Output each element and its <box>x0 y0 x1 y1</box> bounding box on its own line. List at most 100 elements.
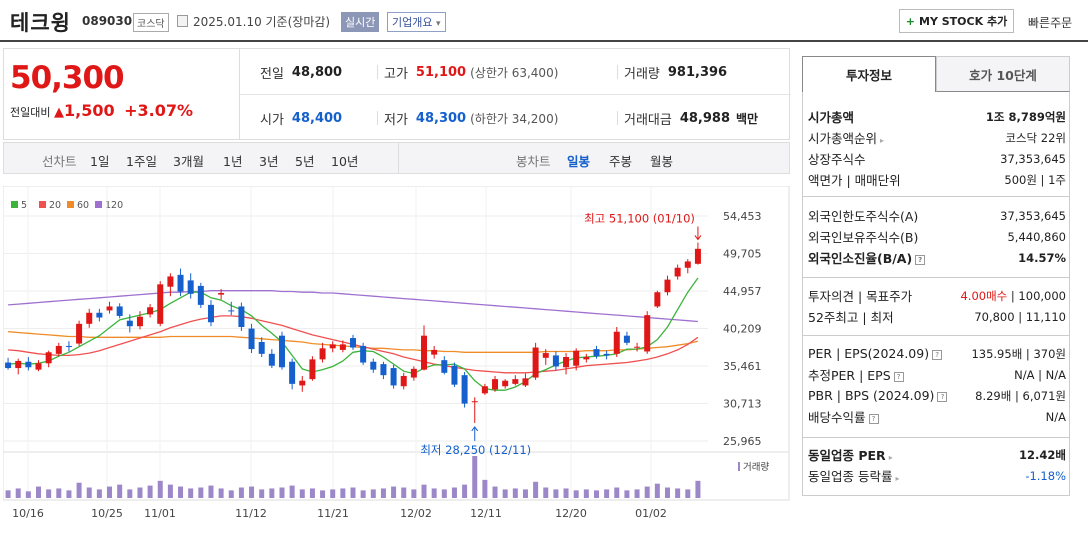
candle-body <box>5 362 12 369</box>
candle-body <box>674 267 681 277</box>
lower-limit: (하한가 34,200) <box>470 111 559 126</box>
info-row: 동일업종 PER ▸ 12.42배 <box>808 444 1066 465</box>
candle-body <box>431 349 438 355</box>
candle-body <box>451 365 458 385</box>
volume-bar <box>492 486 498 498</box>
change-value: 1,500 <box>63 101 115 120</box>
volume-bar <box>583 489 589 498</box>
candle-monthly[interactable]: 월봉 <box>650 154 674 169</box>
candle-body <box>218 293 225 295</box>
volume-bar <box>127 489 133 498</box>
price-chart-svg: 5 20 60 120 54,453 49,705 44,957 40,209 35,461 30… <box>2 185 790 520</box>
info-value: 14.57% <box>1018 250 1066 265</box>
info-section-s1: 시가총액 1조 8,789억원 시가총액순위 ▸ 코스닥 22위 상장주식수 37,353,… <box>808 106 1066 190</box>
high-value: 51,100 <box>415 64 467 80</box>
base-date: 2025.01.10 기준(장마감) <box>193 15 331 29</box>
help-icon[interactable]: ? <box>937 391 948 402</box>
candle-body <box>603 353 610 356</box>
candle-body <box>694 248 701 264</box>
low-annotation: 최저 28,250 (12/11) <box>420 443 531 457</box>
info-value: 8.29배 | 6,071원 <box>975 388 1066 403</box>
open-value: 48,400 <box>291 110 343 126</box>
volume-bar <box>462 484 468 498</box>
candle-body <box>400 375 407 387</box>
candle-body <box>350 338 356 348</box>
chevron-right-icon[interactable]: ▸ <box>880 136 885 145</box>
candle-body <box>289 361 296 384</box>
info-value: 4.00매수 | 100,000 <box>960 288 1066 304</box>
tab-order-book[interactable]: 호가 10단계 <box>936 56 1070 92</box>
section-divider <box>802 335 1070 336</box>
legend-label-20: 20 <box>49 200 61 211</box>
volume-bar <box>482 479 488 498</box>
candle-body <box>147 307 154 315</box>
tab-investment-info[interactable]: 투자정보 <box>802 56 936 92</box>
info-row: 외국인보유주식수(B) 5,440,860 <box>808 226 1066 247</box>
candle-body <box>65 345 72 347</box>
info-row: 시가총액 1조 8,789억원 <box>808 106 1066 127</box>
volume-bar <box>391 486 397 498</box>
volume-bar <box>218 488 224 498</box>
help-icon[interactable]: ? <box>893 371 904 382</box>
document-icon[interactable] <box>177 15 188 27</box>
info-key: 시가총액순위 <box>808 131 878 146</box>
y-tick-label: 25,965 <box>723 435 762 448</box>
my-stock-add-button[interactable]: + MY STOCK 추가 <box>899 9 1014 33</box>
volume-bar <box>66 490 72 498</box>
legend-label-60: 60 <box>77 200 89 211</box>
stock-code: 089030 <box>82 14 133 28</box>
info-value: 70,800 | 11,110 <box>974 309 1066 324</box>
candle-body <box>644 315 651 352</box>
candle-body <box>563 357 570 368</box>
company-overview-dropdown[interactable]: 기업개요 ▾ <box>387 12 446 32</box>
info-row: PER | EPS(2024.09)? 135.95배 | 370원 <box>808 343 1066 364</box>
info-row: 동일업종 등락률 ▸ -1.18% <box>808 465 1066 486</box>
volume-bar <box>15 488 21 498</box>
volume-bar <box>259 489 265 498</box>
period-1d[interactable]: 1일 <box>90 154 110 169</box>
fast-order-link[interactable]: 빠른주문 <box>1028 16 1073 30</box>
candle-body <box>116 306 123 316</box>
candle-body <box>613 331 620 354</box>
legend-swatch-20 <box>39 201 46 208</box>
volume-bar <box>330 489 336 498</box>
volume-bar <box>593 490 599 498</box>
realtime-button[interactable]: 실시간 <box>341 12 380 32</box>
volume-bar <box>411 489 417 498</box>
x-tick-label: 10/25 <box>91 507 123 520</box>
info-row: 투자의견 | 목표주가 4.00매수 | 100,000 <box>808 285 1066 306</box>
volume-bar <box>147 485 153 498</box>
help-icon[interactable]: ? <box>932 349 943 360</box>
volume-bar <box>685 489 691 498</box>
info-value: 12.42배 <box>1019 447 1066 462</box>
period-3y[interactable]: 3년 <box>259 154 279 169</box>
info-value: 37,353,645 <box>1000 151 1066 166</box>
my-stock-add-label: MY STOCK 추가 <box>919 15 1008 28</box>
candle-body <box>86 312 93 324</box>
volume-legend-swatch <box>738 462 740 471</box>
volume-bar <box>117 484 123 498</box>
x-tick-label: 01/02 <box>635 507 667 520</box>
volume-bar <box>543 487 549 498</box>
candle-weekly[interactable]: 주봉 <box>609 154 633 169</box>
candle-body <box>55 345 62 354</box>
volume-bar <box>157 480 163 498</box>
period-1y[interactable]: 1년 <box>223 154 243 169</box>
volume-bar <box>522 489 528 498</box>
legend-label-5: 5 <box>21 200 27 211</box>
period-5y[interactable]: 5년 <box>295 154 315 169</box>
help-icon[interactable]: ? <box>915 254 926 265</box>
chevron-right-icon[interactable]: ▸ <box>888 453 893 462</box>
period-3m[interactable]: 3개월 <box>173 154 204 169</box>
info-value: N/A <box>1045 409 1066 424</box>
help-icon[interactable]: ? <box>868 413 879 424</box>
y-tick-label: 54,453 <box>723 210 762 223</box>
volume-bar <box>695 480 701 498</box>
up-arrow-icon: ▲ <box>53 105 64 120</box>
info-row: 외국인소진율(B/A)? 14.57% <box>808 247 1066 268</box>
section-divider <box>802 196 1070 197</box>
period-1w[interactable]: 1주일 <box>126 154 157 169</box>
period-10y[interactable]: 10년 <box>331 154 359 169</box>
candle-daily[interactable]: 일봉 <box>567 154 591 169</box>
chevron-right-icon[interactable]: ▸ <box>895 474 900 483</box>
